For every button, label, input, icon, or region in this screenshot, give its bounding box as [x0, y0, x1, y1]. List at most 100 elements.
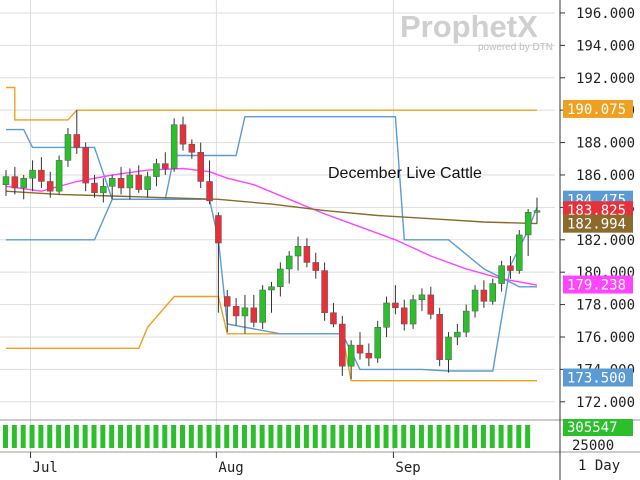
volume-bar: [56, 425, 62, 448]
volume-tag: 305547: [563, 419, 633, 436]
candle: [533, 197, 541, 224]
volume-bar: [144, 425, 150, 448]
volume-bar: [153, 425, 159, 448]
candle-body-up: [144, 176, 151, 190]
candle-body-down: [250, 307, 258, 323]
volume-bar: [171, 425, 177, 448]
candle-body-down: [117, 177, 125, 189]
candle-body-down: [11, 176, 19, 189]
volume-bar: [162, 425, 168, 448]
volume-bar: [259, 425, 265, 448]
price-tag: 182.994: [563, 214, 633, 233]
volume-bar: [241, 425, 247, 448]
candle-body-up: [533, 210, 541, 213]
candle: [29, 160, 36, 192]
volume-tag-label: 305547: [567, 420, 618, 436]
price-tag-label: 173.500: [567, 370, 626, 386]
candle: [401, 299, 408, 331]
candle: [135, 165, 142, 193]
candle: [64, 127, 72, 167]
candle: [11, 166, 19, 195]
volume-bar: [498, 425, 504, 448]
date-axis: Jul Aug Sep: [30, 452, 421, 476]
volume-bar: [525, 425, 531, 448]
candle: [224, 290, 231, 333]
volume-bar: [295, 425, 301, 448]
price-tick-label: 178.000: [576, 298, 635, 314]
candle: [516, 230, 523, 274]
volume-bar: [357, 425, 362, 448]
candle-body-down: [392, 302, 399, 309]
volume-bar: [427, 425, 433, 448]
candle: [436, 307, 443, 367]
volume-bar: [480, 425, 486, 448]
candle-body-up: [20, 177, 27, 189]
candle: [339, 315, 346, 376]
candle-body-up: [418, 294, 426, 300]
candle-body-up: [489, 283, 496, 302]
candle-body-down: [436, 314, 443, 360]
price-tag-label: 179.238: [567, 278, 626, 294]
candle-body-down: [91, 182, 98, 194]
candle-body-up: [170, 124, 178, 169]
price-tick-label: 172.000: [576, 395, 635, 411]
candle: [162, 152, 169, 175]
volume-bar: [445, 425, 451, 448]
price-tags: 190.075184.475183.825182.994179.238173.5…: [563, 99, 633, 454]
candle: [365, 343, 373, 367]
indicator-line: [5, 167, 538, 286]
candle-body-down: [206, 181, 213, 202]
candle-body-up: [108, 177, 116, 187]
candle: [489, 278, 496, 305]
candle: [179, 116, 187, 151]
price-tag-box: [563, 99, 633, 118]
price-tick-label: 186.000: [576, 168, 635, 184]
price-tag-label: 182.994: [567, 217, 626, 233]
candle: [100, 178, 107, 203]
candle: [197, 142, 204, 188]
volume-bar: [418, 425, 424, 448]
candle-body-up: [241, 307, 249, 317]
volume-bar: [109, 425, 115, 448]
volume-tick-label: 25000: [572, 438, 614, 454]
candle: [347, 340, 355, 380]
timeframe-label[interactable]: 1 Day: [578, 458, 620, 474]
volume-bar: [463, 425, 469, 448]
volume-bar: [250, 425, 256, 448]
volume-bar: [135, 425, 141, 448]
candle: [215, 212, 222, 313]
candle: [55, 155, 63, 195]
volume-bar: [348, 425, 354, 448]
candle: [418, 288, 426, 312]
candle-body-up: [445, 336, 452, 360]
volume-bar: [126, 425, 132, 448]
volume-bar: [410, 425, 416, 448]
candle-body-up: [2, 176, 10, 185]
volume-bar: [268, 425, 274, 448]
date-tick-label: Jul: [33, 460, 58, 476]
candle-body-up: [374, 327, 381, 359]
candle-body-down: [215, 215, 222, 244]
candle-body-up: [55, 160, 63, 192]
candle: [445, 332, 452, 373]
volume-bar: [365, 425, 371, 448]
volume-bar: [233, 425, 239, 448]
candle-body-up: [383, 302, 390, 328]
volume-bar: [20, 425, 26, 448]
candle: [285, 251, 293, 284]
volume-bar: [224, 425, 230, 448]
candle-body-up: [126, 174, 134, 189]
volume-bar: [321, 425, 327, 448]
price-tick-label: 196.000: [576, 6, 635, 22]
volume-bar: [180, 425, 185, 448]
candle-body-up: [268, 286, 275, 291]
volume-bar: [73, 425, 79, 448]
candle: [73, 110, 81, 154]
candle: [2, 170, 10, 197]
volume-bar: [91, 425, 97, 448]
volume-bar: [11, 425, 17, 448]
price-tick-label: 188.000: [576, 136, 635, 152]
volume-tag-box: [563, 419, 633, 436]
candle-body-down: [82, 147, 89, 184]
